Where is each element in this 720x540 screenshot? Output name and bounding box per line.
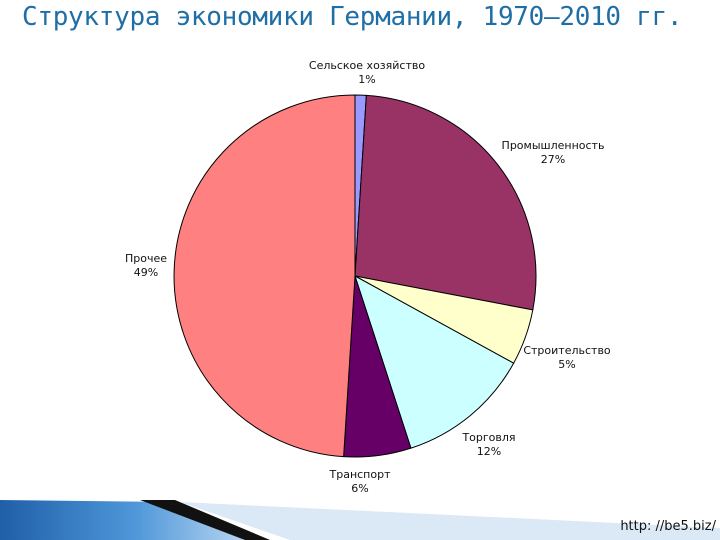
slice-percent: 1% <box>358 73 375 86</box>
slice-label: Транспорт 6% <box>329 468 392 495</box>
slice-label: Сельское хозяйство 1% <box>309 59 425 86</box>
pie-chart: Сельское хозяйство 1% Промышленность 27% Стр… <box>125 59 611 495</box>
slice-percent: 6% <box>351 482 368 495</box>
slice-percent: 12% <box>477 445 501 458</box>
slice-percent: 49% <box>134 266 158 279</box>
slice-name: Транспорт <box>329 468 392 481</box>
footer-decoration <box>0 500 720 540</box>
slice-label: Строительство 5% <box>523 344 611 371</box>
slice-name: Промышленность <box>502 139 605 152</box>
slice-label: Торговля 12% <box>461 431 515 458</box>
slice-name: Сельское хозяйство <box>309 59 425 72</box>
source-url: http: //be5.biz/ <box>620 519 716 534</box>
slice-label: Промышленность 27% <box>502 139 605 166</box>
slice-label: Прочее 49% <box>125 252 167 279</box>
pie-slice <box>173 94 356 458</box>
slice-name: Прочее <box>125 252 167 265</box>
pie-slice <box>354 94 537 311</box>
pie-slice <box>354 274 515 449</box>
slice-percent: 27% <box>541 153 565 166</box>
slice-name: Торговля <box>461 431 515 444</box>
slice-percent: 5% <box>558 358 575 371</box>
page-title: Структура экономики Германии, 1970–2010 … <box>22 2 683 32</box>
slice-name: Строительство <box>523 344 611 357</box>
